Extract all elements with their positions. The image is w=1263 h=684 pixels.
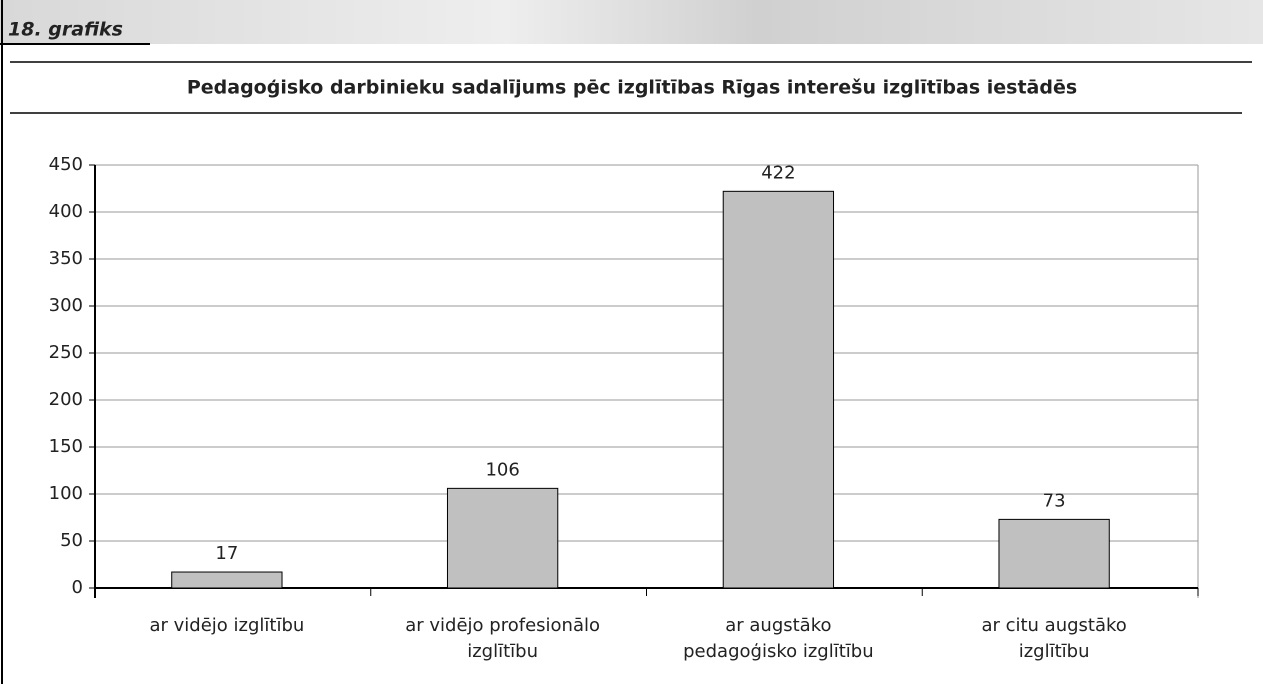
y-tick-label: 100	[49, 483, 83, 504]
x-tick-label: ar vidējo izglītību	[149, 615, 304, 636]
chart-title: Pedagoģisko darbinieku sadalījums pēc iz…	[187, 77, 1077, 99]
y-tick-label: 50	[60, 530, 83, 551]
value-label: 73	[1043, 490, 1066, 511]
bar	[446, 487, 559, 589]
value-label: 422	[761, 162, 795, 183]
bar	[998, 518, 1110, 589]
x-tick-label: ar augstāko pedagoģisko izglītību	[683, 615, 874, 662]
header-label: 18. grafiks	[8, 19, 123, 41]
y-tick-label: 400	[49, 201, 83, 222]
y-tick-label: 250	[49, 342, 83, 363]
value-label: 17	[215, 543, 238, 564]
y-tick-label: 300	[49, 295, 83, 316]
header-band	[0, 0, 1263, 44]
y-tick-label: 350	[49, 248, 83, 269]
y-tick-label: 450	[49, 154, 83, 175]
value-label: 106	[485, 459, 519, 480]
x-tick-label: ar citu augstāko izglītību	[981, 615, 1126, 662]
y-tick-label: 0	[72, 577, 83, 598]
y-tick-label: 200	[49, 389, 83, 410]
y-tick-label: 150	[49, 436, 83, 457]
bar	[171, 571, 283, 589]
bar	[722, 190, 835, 589]
x-tick-label: ar vidējo profesionālo izglītību	[405, 615, 600, 662]
